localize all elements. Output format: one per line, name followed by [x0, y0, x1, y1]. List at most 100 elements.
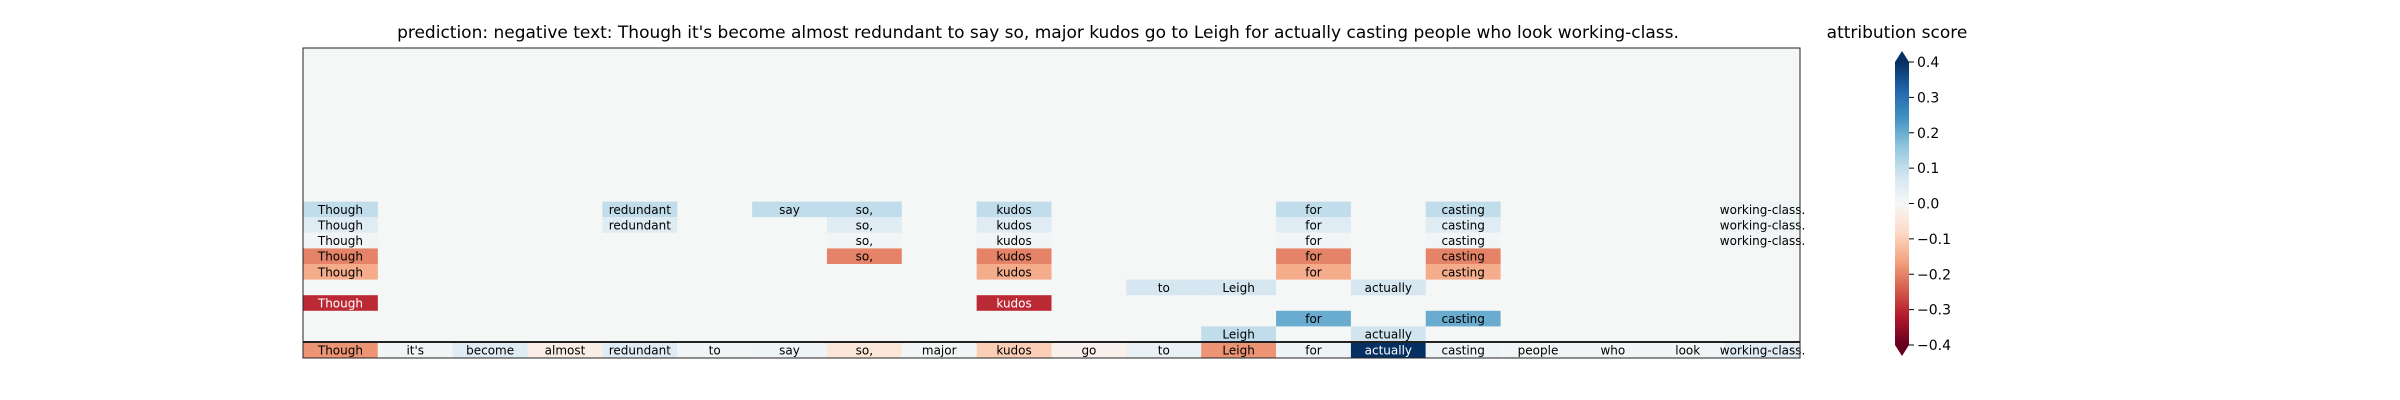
- colorbar-tick-label: 0.0: [1917, 197, 1939, 213]
- cell-token-label: go: [1081, 343, 1096, 357]
- cell-token-label: casting: [1441, 219, 1484, 233]
- colorbar-tick-label: −0.1: [1917, 232, 1951, 248]
- heatmap-frame: [302, 47, 1801, 359]
- heatmap-cell: [1201, 279, 1277, 296]
- heatmap-cell: [901, 342, 977, 358]
- heatmap-cell: [452, 342, 528, 358]
- heatmap-cell: [1201, 342, 1277, 358]
- cell-token-label: for: [1305, 250, 1322, 264]
- heatmap-cell: [752, 342, 827, 358]
- cell-token-label: Leigh: [1222, 281, 1254, 295]
- cell-token-label: Though: [317, 234, 363, 248]
- heatmap-cell: [1276, 264, 1351, 280]
- cell-token-label: say: [779, 343, 800, 357]
- colorbar-extend-top: [1895, 51, 1909, 62]
- cell-token-label: people: [1518, 343, 1559, 357]
- heatmap-cell: [976, 201, 1052, 218]
- colorbar-extend-bottom: [1895, 345, 1909, 356]
- cell-token-label: to: [1158, 281, 1170, 295]
- colorbar-tick-label: 0.4: [1917, 55, 1939, 71]
- heatmap-cell: [1650, 342, 1726, 358]
- cell-token-label: working-class.: [1720, 234, 1806, 248]
- cell-token-label: become: [466, 343, 514, 357]
- colorbar-tick-label: 0.3: [1917, 90, 1939, 106]
- cell-token-label: Though: [317, 265, 363, 279]
- cell-token-label: Leigh: [1222, 328, 1254, 342]
- heatmap-cell: [1350, 326, 1426, 342]
- cell-token-label: to: [709, 343, 721, 357]
- cell-token-label: Though: [317, 250, 363, 264]
- colorbar-gradient: [1895, 62, 1909, 345]
- cell-token-label: to: [1158, 343, 1170, 357]
- cell-token-label: it's: [406, 343, 424, 357]
- heatmap-cell: [303, 248, 378, 264]
- heatmap-cell: [1276, 342, 1351, 358]
- heatmap-cell: [976, 295, 1052, 311]
- cell-token-label: working-class.: [1720, 203, 1806, 217]
- heatmap-cell: [303, 342, 378, 358]
- heatmap-cell: [377, 342, 453, 358]
- cell-token-label: almost: [545, 343, 586, 357]
- heatmap-cell: [826, 217, 902, 233]
- cell-token-label: kudos: [996, 265, 1031, 279]
- heatmap-cell: [1276, 217, 1351, 233]
- cell-token-label: redundant: [609, 203, 671, 217]
- cell-token-label: working-class.: [1720, 219, 1806, 233]
- heatmap-cell: [826, 342, 902, 358]
- heatmap-cell: [303, 201, 378, 218]
- cell-token-label: actually: [1365, 343, 1412, 357]
- heatmap-cell: [976, 264, 1052, 280]
- heatmap-cell: [826, 232, 902, 249]
- heatmap-cell: [752, 201, 827, 218]
- heatmap-cell: [1725, 201, 1800, 218]
- heatmap-cell: [976, 342, 1052, 358]
- cell-token-label: who: [1600, 343, 1625, 357]
- colorbar-tick-label: 0.2: [1917, 126, 1939, 142]
- cell-token-label: casting: [1441, 250, 1484, 264]
- cell-token-label: kudos: [996, 297, 1031, 311]
- cell-token-label: kudos: [996, 219, 1031, 233]
- heatmap-cell: [1276, 310, 1351, 327]
- cell-token-label: so,: [856, 343, 873, 357]
- colorbar-tick-label: −0.3: [1917, 303, 1951, 319]
- heatmap-cell: [1725, 342, 1800, 358]
- heatmap-cell: [303, 264, 378, 280]
- cell-token-label: Though: [317, 297, 363, 311]
- cell-token-label: casting: [1441, 312, 1484, 326]
- cell-token-label: actually: [1365, 281, 1412, 295]
- heatmap-cell: [1425, 264, 1501, 280]
- heatmap-cell: [1350, 279, 1426, 296]
- heatmap-cell: [826, 201, 902, 218]
- heatmap-cell: [677, 342, 753, 358]
- cell-token-label: kudos: [996, 343, 1031, 357]
- heatmap-cells: Though redundant say so, kudos for casting work…: [303, 201, 1806, 358]
- cell-token-label: major: [922, 343, 957, 357]
- cell-token-label: for: [1305, 219, 1322, 233]
- colorbar-tick-label: −0.4: [1917, 338, 1951, 354]
- heatmap-cell: [1425, 248, 1501, 264]
- heatmap-cell: [1425, 217, 1501, 233]
- heatmap-cell: [976, 232, 1052, 249]
- cell-token-label: actually: [1365, 328, 1412, 342]
- cell-token-label: for: [1305, 343, 1322, 357]
- colorbar: 0.4 0.3 0.2 0.1 0.0 −0.1 −0.2 −0.3 −0.4: [1895, 51, 1951, 356]
- cell-token-label: for: [1305, 234, 1322, 248]
- heatmap-cell: [1725, 217, 1800, 233]
- cell-token-label: so,: [856, 250, 873, 264]
- cell-token-label: for: [1305, 265, 1322, 279]
- cell-token-label: kudos: [996, 234, 1031, 248]
- cell-token-label: working-class.: [1720, 343, 1806, 357]
- cell-token-label: kudos: [996, 250, 1031, 264]
- heatmap-cell: [602, 342, 678, 358]
- colorbar-tick-label: 0.1: [1917, 161, 1939, 177]
- cell-token-label: Leigh: [1222, 343, 1254, 357]
- cell-token-label: look: [1675, 343, 1700, 357]
- heatmap-cell: [303, 295, 378, 311]
- cell-token-label: redundant: [609, 219, 671, 233]
- heatmap-cell: [1425, 310, 1501, 327]
- heatmap-cell: [1276, 248, 1351, 264]
- heatmap-cell: [976, 217, 1052, 233]
- heatmap-cell: [1500, 342, 1576, 358]
- heatmap-cell: [303, 217, 378, 233]
